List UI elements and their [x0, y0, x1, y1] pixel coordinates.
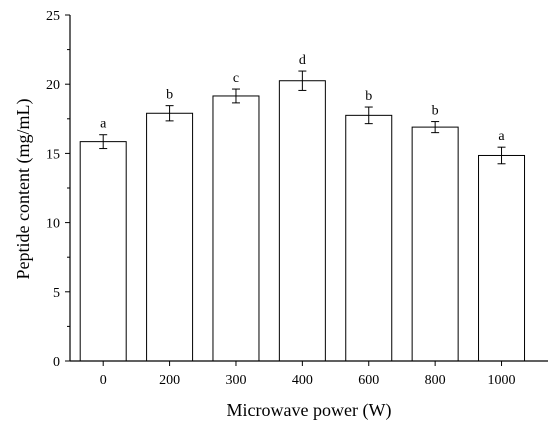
- y-tick-label: 20: [46, 78, 60, 93]
- significance-label-200: b: [166, 88, 173, 103]
- y-tick-label: 15: [46, 147, 60, 162]
- significance-labels-group: a b c d b b a: [100, 53, 505, 144]
- x-tick-label: 200: [159, 373, 180, 388]
- significance-label-300: c: [233, 71, 239, 86]
- significance-label-0: a: [100, 117, 107, 132]
- bar-1000: [478, 154, 526, 362]
- y-axis-title: Peptide content (mg/mL): [13, 99, 34, 280]
- x-tick-label: 0: [100, 373, 107, 388]
- significance-label-400: d: [299, 53, 306, 68]
- bar-800: [411, 126, 459, 362]
- y-tick-label: 5: [53, 286, 60, 301]
- x-tick-label: 1000: [488, 373, 516, 388]
- significance-label-600: b: [365, 89, 372, 104]
- y-tick-label: 10: [46, 217, 60, 232]
- x-ticks-group: 0 200 300 400 600 800 1000: [100, 361, 516, 388]
- y-ticks-group: 0 5 10 15 20 25: [46, 9, 70, 370]
- y-tick-label: 0: [53, 355, 60, 370]
- bars-group: [79, 80, 526, 362]
- bar-400: [278, 80, 326, 362]
- significance-label-1000: a: [498, 129, 505, 144]
- x-tick-label: 400: [292, 373, 313, 388]
- x-tick-label: 300: [225, 373, 246, 388]
- bar-600: [345, 114, 393, 362]
- bar-200: [146, 112, 194, 362]
- x-axis-title: Microwave power (W): [227, 400, 392, 421]
- significance-label-800: b: [432, 104, 439, 119]
- bar-300: [212, 95, 260, 362]
- x-tick-label: 800: [425, 373, 446, 388]
- error-bars-group: [99, 70, 506, 165]
- x-tick-label: 600: [358, 373, 379, 388]
- y-tick-label: 25: [46, 9, 60, 24]
- bar-0: [79, 141, 127, 362]
